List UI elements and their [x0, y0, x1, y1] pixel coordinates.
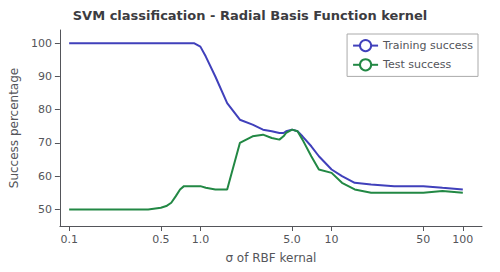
- svg-text:Training success: Training success: [382, 39, 473, 52]
- svg-text:100: 100: [31, 37, 52, 50]
- svg-text:Success percentage: Success percentage: [7, 68, 21, 188]
- svg-text:0.1: 0.1: [60, 233, 78, 246]
- svg-text:50: 50: [416, 233, 430, 246]
- svg-text:1.0: 1.0: [192, 233, 210, 246]
- svg-text:σ of RBF kernal: σ of RBF kernal: [225, 251, 316, 265]
- svg-text:SVM classification - Radial Ba: SVM classification - Radial Basis Functi…: [73, 8, 428, 23]
- svg-text:100: 100: [452, 233, 473, 246]
- svg-text:60: 60: [38, 170, 52, 183]
- svg-text:0.5: 0.5: [152, 233, 170, 246]
- svg-text:10: 10: [325, 233, 339, 246]
- svg-text:50: 50: [38, 203, 52, 216]
- svg-text:5.0: 5.0: [283, 233, 301, 246]
- svg-text:Test success: Test success: [382, 58, 451, 71]
- svg-text:90: 90: [38, 70, 52, 83]
- svg-text:70: 70: [38, 136, 52, 149]
- svg-text:80: 80: [38, 103, 52, 116]
